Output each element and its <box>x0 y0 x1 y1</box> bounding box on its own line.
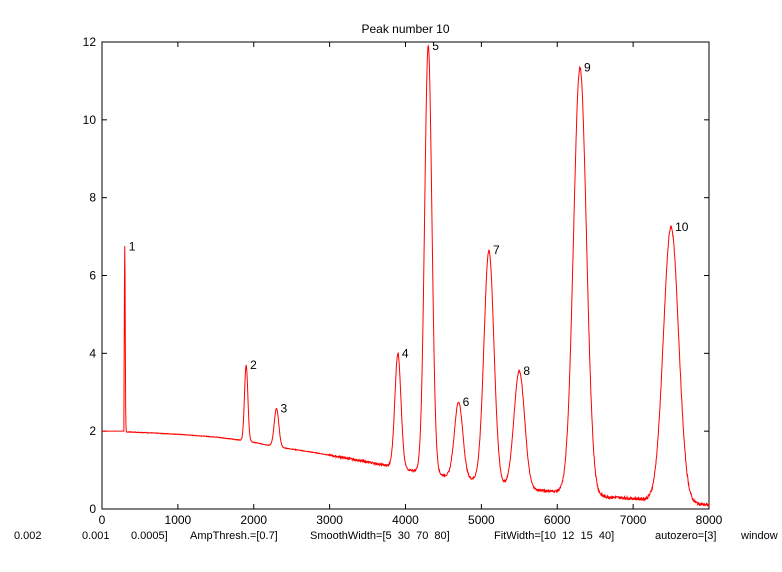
autozero-value: autozero=[3] <box>655 530 717 542</box>
y-tick-label: 12 <box>83 35 97 49</box>
smooth-width-value: SmoothWidth=[5 30 70 80] <box>310 530 450 542</box>
chart: Peak number 10 0 1000 2000 3000 4000 5000 6000 7… <box>83 22 723 527</box>
x-tick-label: 1000 <box>165 513 192 527</box>
x-tick-label: 5000 <box>468 513 495 527</box>
signal-line <box>102 44 710 507</box>
y-tick-label: 0 <box>89 502 96 516</box>
peak-label-7: 7 <box>493 243 500 257</box>
window-value: window <box>741 530 778 542</box>
x-tick-label: 7000 <box>620 513 647 527</box>
peak-label-10: 10 <box>675 220 689 234</box>
peak-label-5: 5 <box>432 39 439 53</box>
peak-label-1: 1 <box>129 239 136 253</box>
peak-label-3: 3 <box>281 402 288 416</box>
fit-width-value: FitWidth=[10 12 15 40] <box>494 530 615 542</box>
peak-label-4: 4 <box>402 346 409 360</box>
x-tick-label: 6000 <box>544 513 571 527</box>
y-tick-label: 8 <box>89 191 96 205</box>
axes: Peak number 10 0 1000 2000 3000 4000 5000 6000 7… <box>83 22 723 527</box>
peak-label-9: 9 <box>584 60 591 74</box>
y-tick-label: 6 <box>89 269 96 283</box>
status-value-2: 0.001 <box>82 530 110 542</box>
peak-label-6: 6 <box>463 395 470 409</box>
plot-frame <box>101 41 710 510</box>
status-value-3: 0.0005] <box>131 530 168 542</box>
peak-label-2: 2 <box>250 358 257 372</box>
x-tick-label: 2000 <box>240 513 267 527</box>
chart-title: Peak number 10 <box>361 22 449 36</box>
status-value-1: 0.002 <box>14 530 42 542</box>
y-tick-label: 10 <box>83 113 97 127</box>
signal-line-group <box>102 44 710 507</box>
x-tick-label: 8000 <box>696 513 723 527</box>
peak-labels: 1 2 3 4 5 6 7 8 9 10 <box>129 39 689 416</box>
x-tick-label: 0 <box>99 513 106 527</box>
status-bar: 0.002 0.001 0.0005] AmpThresh.=[0.7] Smo… <box>0 530 782 546</box>
amp-thresh-value: AmpThresh.=[0.7] <box>190 530 278 542</box>
x-tick-label: 4000 <box>392 513 419 527</box>
peak-label-8: 8 <box>523 364 530 378</box>
y-tick-label: 4 <box>89 346 96 360</box>
y-tick-label: 2 <box>89 424 96 438</box>
x-tick-label: 3000 <box>316 513 343 527</box>
